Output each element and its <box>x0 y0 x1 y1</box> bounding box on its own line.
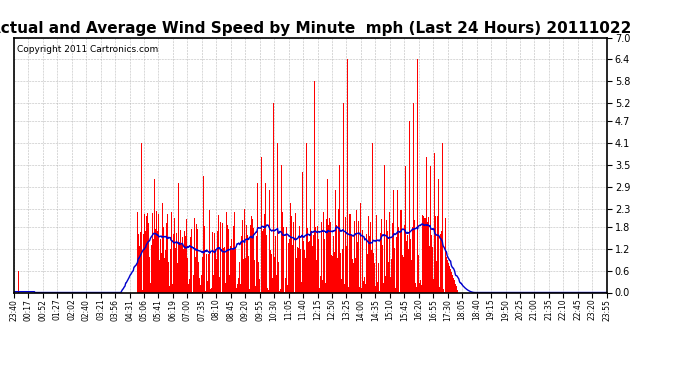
Title: Actual and Average Wind Speed by Minute  mph (Last 24 Hours) 20111022: Actual and Average Wind Speed by Minute … <box>0 21 631 36</box>
Text: Copyright 2011 Cartronics.com: Copyright 2011 Cartronics.com <box>17 45 158 54</box>
